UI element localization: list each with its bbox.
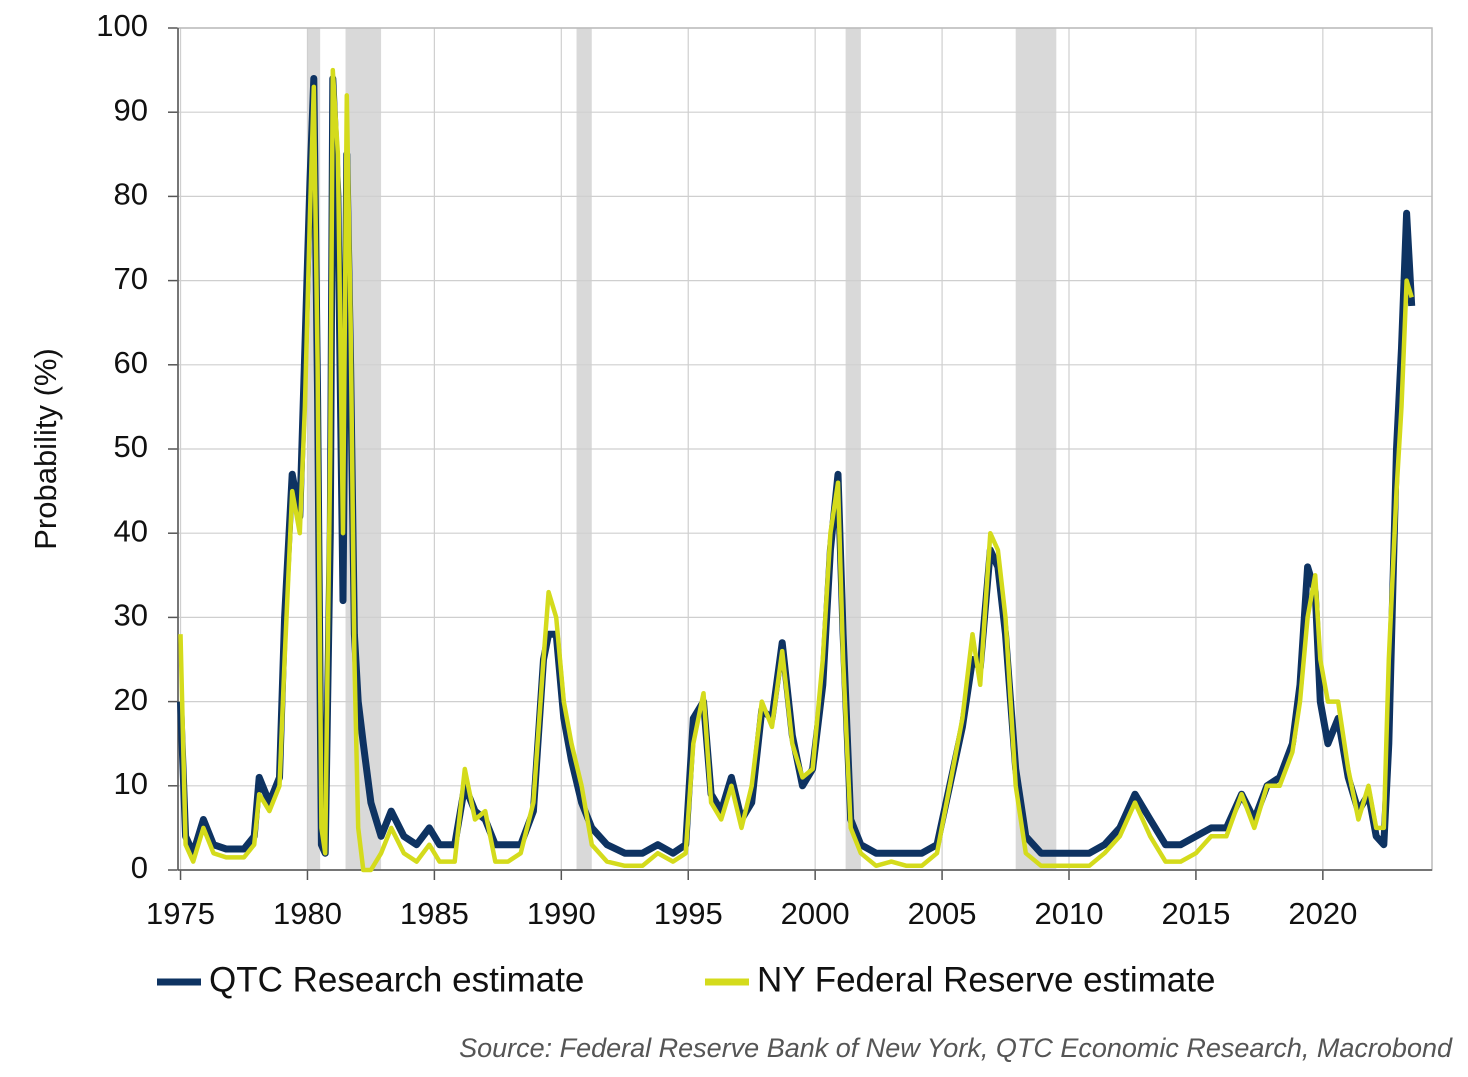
y-tick-label: 20 [114,682,148,717]
y-tick-label: 60 [114,345,148,380]
y-tick-label: 10 [114,766,148,801]
x-tick-label: 1990 [527,896,596,931]
x-tick-label: 1975 [146,896,215,931]
legend-label: NY Federal Reserve estimate [757,960,1215,999]
x-tick-label: 2015 [1161,896,1230,931]
y-tick-label: 50 [114,429,148,464]
y-tick-label: 0 [131,850,148,885]
x-tick-label: 2010 [1035,896,1104,931]
y-tick-label: 40 [114,513,148,548]
x-tick-label: 2000 [781,896,850,931]
x-tick-label: 1980 [273,896,342,931]
y-tick-label: 30 [114,598,148,633]
series-line [178,67,1414,873]
y-axis-label: Probability (%) [28,348,63,550]
x-tick-label: 1985 [400,896,469,931]
y-tick-label: 70 [114,261,148,296]
y-tick-label: 100 [96,8,148,43]
legend-label: QTC Research estimate [209,960,584,999]
x-tick-label: 2020 [1288,896,1357,931]
x-tick-label: 1995 [654,896,723,931]
source-note: Source: Federal Reserve Bank of New York… [459,1033,1453,1063]
y-tick-label: 80 [114,177,148,212]
y-tick-label: 90 [114,92,148,127]
x-tick-label: 2005 [908,896,977,931]
